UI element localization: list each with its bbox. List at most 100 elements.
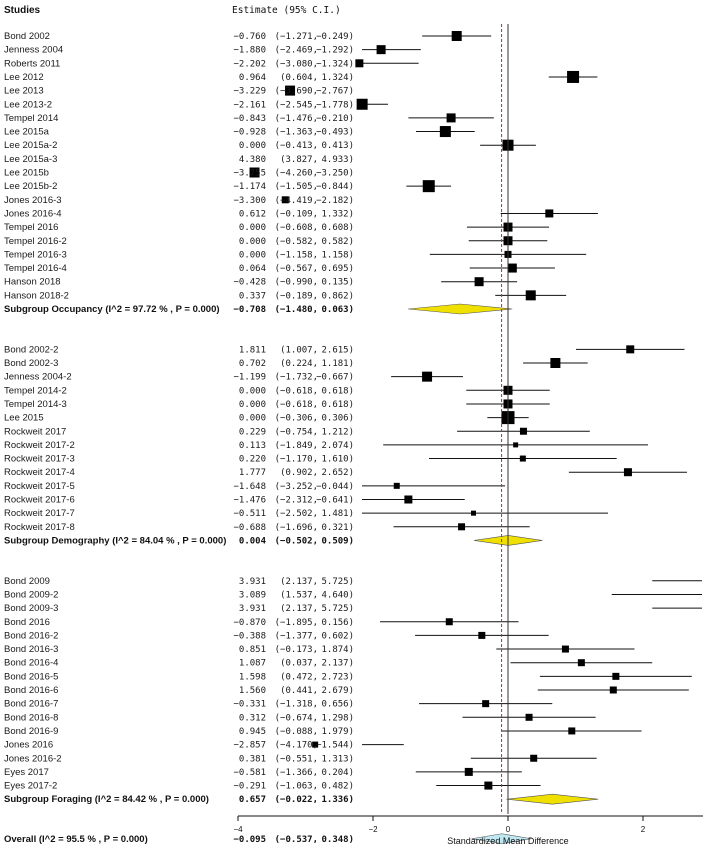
estimate-value: 1.087 [239,659,266,669]
study-label: Bond 2016 [4,617,50,628]
estimate-value: 0.229 [239,427,266,437]
estimate-value: 0.000 [239,223,266,233]
ci-lower-value: (−1.476, [275,114,318,124]
ci-upper-value: 0.156) [321,618,354,628]
study-point [519,455,526,462]
ci-lower-value: (0.441, [280,686,318,696]
study-label: Bond 2002-2 [4,344,58,355]
study-point [478,631,486,639]
ci-upper-value: −0.044) [316,482,354,492]
estimate-value: −1.648 [233,482,266,492]
ci-upper-value: −3.250) [316,169,354,179]
ci-lower-value: (0.902, [280,468,318,478]
ci-lower-value: (−1.895, [275,618,318,628]
estimate-value: 3.931 [239,577,266,587]
ci-upper-value: 2.723) [321,672,354,682]
ci-lower-value: (−0.618, [275,386,318,396]
ci-upper-value: −2.767) [316,87,354,97]
estimate-value: 1.560 [239,686,266,696]
ci-lower-value: (−0.109, [275,209,318,219]
estimate-value: 0.312 [239,713,266,723]
ci-upper-value: −1.544) [316,741,354,751]
x-tick-label: −2 [368,825,378,834]
ci-lower-value: (1.007, [280,345,318,355]
estimate-value: 0.000 [239,400,266,410]
study-label: Bond 2016-7 [4,699,58,710]
study-point [356,98,368,110]
ci-upper-value: 0.695) [321,264,354,274]
study-point [439,126,451,138]
study-point [612,672,620,680]
estimate-value: −0.428 [233,278,266,288]
estimate-value: −3.229 [233,87,266,97]
study-label: Lee 2013 [4,86,44,97]
study-point [530,754,538,762]
estimate-value: 1.598 [239,672,266,682]
ci-upper-value: 1.481) [321,509,354,519]
ci-lower-value: (−0.537, [275,835,318,845]
ci-lower-value: (−1.696, [275,523,318,533]
estimate-value: −0.388 [233,631,266,641]
estimate-value: 0.000 [239,414,266,424]
study-label: Hanson 2018-2 [4,290,69,301]
study-label: Lee 2015a [4,127,50,138]
estimate-value: 0.000 [239,250,266,260]
ci-upper-value: 0.582) [321,237,354,247]
ci-upper-value: 1.158) [321,250,354,260]
study-point [484,781,493,790]
ci-upper-value: 0.862) [321,291,354,301]
ci-lower-value: (−0.306, [275,414,318,424]
study-point [464,767,473,776]
estimate-value: −0.928 [233,128,266,138]
study-label: Bond 2016-3 [4,644,58,655]
ci-lower-value: (−0.551, [275,754,318,764]
ci-lower-value: (−0.502, [275,536,318,546]
ci-lower-value: (−0.567, [275,264,318,274]
ci-upper-value: 1.212) [321,427,354,437]
ci-lower-value: (−1.363, [275,128,318,138]
estimate-value: 0.000 [239,237,266,247]
ci-upper-value: 0.509) [321,536,354,546]
estimate-value: 0.220 [239,455,266,465]
x-tick-label: 2 [641,825,646,834]
study-point [458,523,466,531]
study-label: Jones 2016-2 [4,753,62,764]
study-point [376,45,386,55]
study-point [422,180,435,193]
study-label: Bond 2009 [4,576,50,587]
estimate-value: 0.113 [239,441,266,451]
study-label: Lee 2015a-3 [4,154,57,165]
estimate-value: −3.300 [233,196,266,206]
study-label: Tempel 2014-3 [4,399,67,410]
summary-diamond [471,833,532,845]
ci-lower-value: (−0.618, [275,400,318,410]
ci-upper-value: 0.321) [321,523,354,533]
study-point [561,645,569,653]
study-point [445,618,453,626]
ci-lower-value: (−1.271, [275,32,318,42]
study-point [626,345,635,354]
ci-upper-value: 0.618) [321,400,354,410]
ci-lower-value: (0.472, [280,672,318,682]
estimate-value: 3.931 [239,604,266,614]
study-label: Bond 2009-3 [4,603,58,614]
estimate-value: −0.843 [233,114,266,124]
ci-lower-value: (−0.413, [275,141,318,151]
study-label: Bond 2016-9 [4,726,58,737]
estimate-value: −0.760 [233,32,266,42]
ci-upper-value: 1.979) [321,727,354,737]
ci-lower-value: (−1.170, [275,455,318,465]
study-label: Jones 2016-3 [4,195,62,206]
study-label: Rockweit 2017-3 [4,454,75,465]
estimate-value: 0.381 [239,754,266,764]
ci-upper-value: −0.641) [316,496,354,506]
study-point [451,31,462,41]
study-point [545,209,554,218]
study-point [623,468,632,477]
ci-lower-value: (−1.063, [275,782,318,792]
study-label: Lee 2012 [4,72,44,83]
estimate-value: 0.000 [239,141,266,151]
study-point [285,85,296,96]
study-label: Rockweit 2017-7 [4,508,75,519]
